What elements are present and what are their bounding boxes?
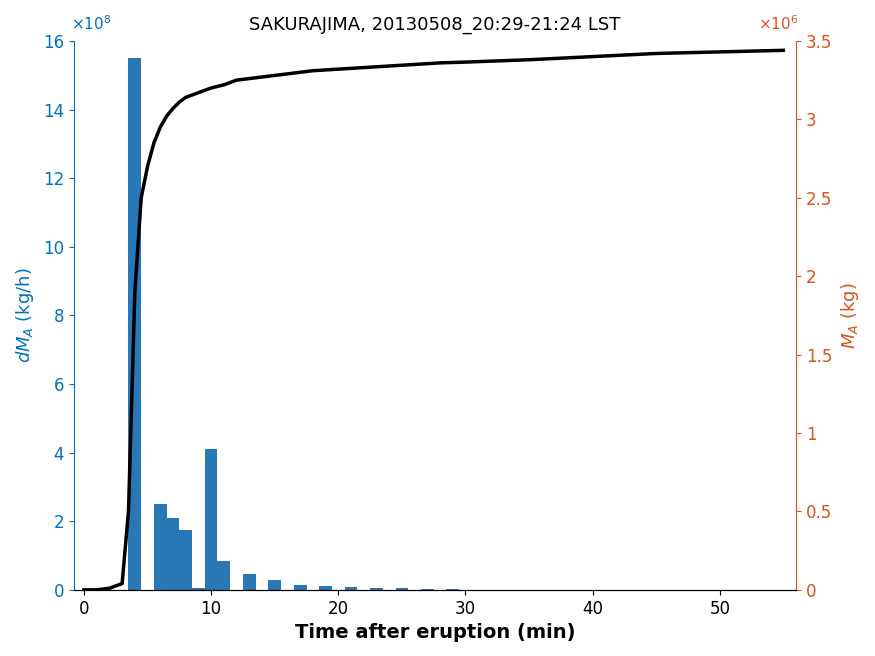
Bar [192, 588, 205, 590]
Bar [370, 588, 382, 590]
Bar [345, 587, 357, 590]
Bar [205, 449, 218, 590]
Bar [166, 518, 179, 590]
X-axis label: Time after eruption (min): Time after eruption (min) [295, 623, 575, 642]
Bar [319, 586, 332, 590]
Text: $\times 10^8$: $\times 10^8$ [71, 14, 111, 33]
Y-axis label: $M_A\ \mathrm{(kg)}$: $M_A\ \mathrm{(kg)}$ [839, 282, 861, 349]
Bar [243, 575, 256, 590]
Bar [269, 580, 281, 590]
Bar [129, 58, 141, 590]
Bar [218, 561, 230, 590]
Y-axis label: $dM_A\ \mathrm{(kg/h)}$: $dM_A\ \mathrm{(kg/h)}$ [14, 268, 36, 363]
Title: SAKURAJIMA, 20130508_20:29-21:24 LST: SAKURAJIMA, 20130508_20:29-21:24 LST [249, 16, 620, 34]
Bar [294, 584, 306, 590]
Bar [396, 588, 409, 590]
Bar [179, 530, 192, 590]
Bar [154, 504, 166, 590]
Text: $\times 10^6$: $\times 10^6$ [759, 14, 799, 33]
Bar [421, 589, 434, 590]
